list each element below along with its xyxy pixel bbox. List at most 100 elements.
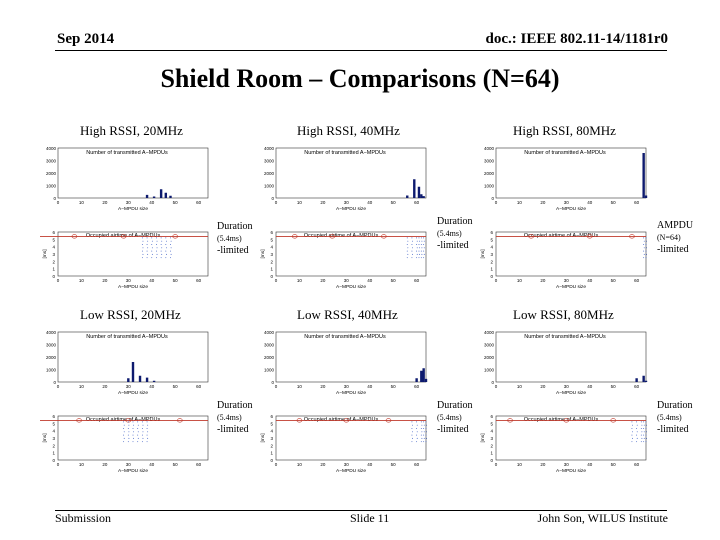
airtime-point — [645, 257, 647, 259]
bottom-x-tick-label: 60 — [196, 462, 202, 467]
airtime-point — [420, 244, 422, 245]
airtime-point — [416, 240, 418, 242]
bottom-x-tick-label: 10 — [79, 278, 85, 283]
top-y-tick-label: 4000 — [46, 146, 57, 151]
airtime-point — [123, 431, 125, 433]
airtime-point — [416, 421, 418, 423]
airtime-point — [643, 437, 645, 439]
top-y-tick-label: 3000 — [264, 159, 275, 164]
airtime-point — [165, 240, 167, 242]
limit-note-tail: -limited — [657, 244, 689, 255]
bar — [420, 194, 423, 198]
airtime-point — [151, 253, 153, 255]
airtime-point — [416, 424, 418, 426]
limit-marker — [291, 234, 298, 239]
top-x-tick-label: 10 — [297, 384, 303, 389]
airtime-point — [151, 247, 153, 249]
airtime-point — [132, 428, 134, 429]
airtime-point — [632, 431, 633, 433]
airtime-point — [640, 421, 642, 423]
top-x-axis-label: A−MPDU size — [336, 206, 366, 212]
bottom-x-tick-label: 10 — [297, 278, 303, 283]
top-y-tick-label: 2000 — [46, 355, 57, 360]
bar — [127, 378, 130, 382]
top-y-tick-label: 0 — [271, 196, 274, 201]
airtime-point — [147, 437, 149, 439]
bottom-x-tick-label: 30 — [344, 278, 350, 283]
bottom-y-axis-label: [ms] — [260, 433, 266, 442]
bottom-y-tick-label: 2 — [52, 443, 55, 448]
limit-marker — [610, 418, 616, 423]
top-x-tick-label: 30 — [126, 200, 132, 205]
airtime-point — [418, 237, 420, 239]
airtime-point — [132, 434, 134, 436]
bottom-y-tick-label: 2 — [490, 443, 493, 448]
footer-rule — [55, 510, 667, 511]
airtime-point — [160, 257, 162, 259]
limit-note-title: Duration — [217, 221, 253, 232]
bar — [422, 196, 425, 198]
top-plot-frame — [495, 147, 647, 199]
airtime-point — [142, 424, 144, 426]
top-y-tick-label: 1000 — [264, 184, 275, 189]
bottom-x-tick-label: 0 — [495, 462, 498, 467]
limit-marker — [296, 418, 303, 423]
airtime-point — [146, 250, 148, 252]
bar — [635, 378, 638, 382]
airtime-point — [123, 428, 125, 429]
bar — [152, 196, 156, 198]
bar — [413, 179, 416, 198]
airtime-point — [151, 244, 153, 245]
bottom-x-tick-label: 60 — [196, 278, 202, 283]
top-y-tick-label: 3000 — [46, 159, 57, 164]
limit-note-tail: -limited — [657, 424, 689, 435]
header-rule — [55, 50, 667, 51]
limit-note-tail: -limited — [437, 240, 469, 251]
limit-marker — [172, 234, 178, 239]
airtime-point — [636, 421, 638, 423]
limit-marker — [120, 234, 127, 239]
airtime-point — [142, 431, 144, 433]
airtime-point — [643, 424, 645, 426]
bottom-plot-frame — [275, 231, 427, 277]
chart-panel: Number of transmitted A−MPDUs40003000200… — [40, 330, 209, 474]
airtime-point — [155, 237, 157, 239]
airtime-point — [170, 237, 171, 239]
airtime-point — [407, 253, 409, 255]
airtime-point — [420, 257, 422, 259]
airtime-point — [132, 421, 134, 423]
airtime-point — [641, 431, 643, 433]
bottom-y-tick-label: 4 — [490, 429, 493, 434]
top-y-tick-label: 0 — [53, 380, 56, 385]
bottom-x-tick-label: 20 — [102, 278, 108, 283]
airtime-point — [155, 244, 157, 245]
airtime-point — [631, 421, 633, 423]
bottom-x-tick-label: 30 — [126, 278, 132, 283]
airtime-point — [170, 247, 172, 249]
top-x-tick-label: 0 — [495, 200, 498, 205]
airtime-point — [151, 240, 153, 242]
bar — [644, 195, 648, 198]
airtime-point — [643, 253, 645, 255]
airtime-point — [425, 441, 427, 443]
airtime-point — [142, 240, 144, 242]
bar — [422, 368, 425, 382]
top-plot-frame — [275, 147, 427, 199]
bottom-y-tick-label: 3 — [490, 252, 493, 257]
bottom-y-tick-label: 3 — [52, 252, 55, 257]
bottom-x-axis-label: A−MPDU size — [556, 468, 586, 474]
airtime-point — [419, 240, 421, 242]
bottom-y-tick-label: 6 — [52, 230, 55, 235]
airtime-point — [423, 247, 425, 249]
airtime-point — [141, 237, 143, 239]
airtime-point — [416, 257, 418, 259]
top-x-tick-label: 0 — [275, 384, 278, 389]
limit-note-tail: -limited — [217, 245, 249, 256]
airtime-point — [160, 237, 162, 239]
bottom-x-tick-label: 60 — [634, 278, 640, 283]
airtime-point — [631, 434, 633, 436]
airtime-point — [426, 431, 428, 433]
airtime-point — [133, 424, 135, 426]
top-y-tick-label: 4000 — [484, 330, 495, 335]
airtime-point — [421, 253, 423, 255]
